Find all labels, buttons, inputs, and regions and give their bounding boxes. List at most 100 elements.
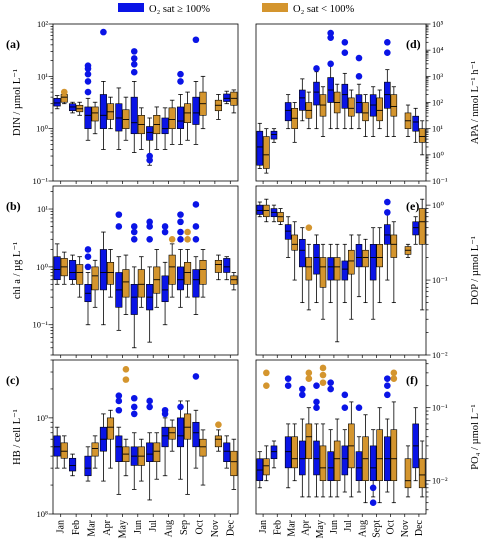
- y-tick-label: 10⁰: [432, 200, 445, 210]
- outlier-point: [390, 375, 398, 382]
- box: [84, 106, 92, 129]
- box: [327, 451, 334, 482]
- x-tick-label-sept: Sept: [371, 520, 382, 538]
- outlier-point: [161, 223, 169, 230]
- outlier-point: [215, 421, 222, 428]
- outlier-point: [284, 375, 292, 382]
- box: [418, 128, 426, 143]
- y-tick-label: 10⁰: [432, 150, 445, 160]
- box: [130, 284, 138, 315]
- outlier-point: [130, 235, 138, 243]
- box: [91, 442, 99, 457]
- box: [91, 266, 99, 291]
- outlier-point: [305, 369, 313, 377]
- box: [130, 96, 138, 135]
- outlier-point: [130, 223, 138, 230]
- plot-frame: [255, 359, 427, 515]
- series-o2-sat-high: [53, 28, 231, 166]
- box: [263, 204, 270, 218]
- panel-b: 10⁻¹ 10⁰ 10¹ (b) chl a / µg L⁻¹: [6, 185, 239, 358]
- y-tick-label: 10⁹: [37, 413, 49, 423]
- box: [263, 458, 270, 476]
- box: [384, 224, 391, 245]
- outlier-point: [305, 375, 313, 382]
- box: [305, 423, 313, 460]
- outlier-point: [60, 88, 68, 96]
- box: [84, 455, 92, 477]
- outlier-point: [341, 404, 349, 411]
- box: [161, 426, 169, 448]
- x-tick-label-jul: Jul: [343, 520, 354, 532]
- box: [176, 266, 185, 291]
- box: [99, 249, 107, 291]
- outlier-point: [130, 394, 138, 402]
- box: [69, 457, 77, 472]
- outlier-point: [177, 235, 184, 243]
- outlier-point: [177, 70, 184, 78]
- box: [348, 249, 355, 275]
- outlier-point: [384, 209, 391, 216]
- box: [369, 244, 377, 281]
- box: [176, 106, 185, 129]
- outlier-point: [192, 36, 200, 44]
- outlier-point: [313, 398, 320, 406]
- box: [199, 259, 207, 285]
- outlier-point: [161, 410, 169, 418]
- y-tick-label: 10¹: [37, 71, 49, 81]
- x-tick-label-dec: Dec: [225, 519, 236, 536]
- y-tick-label: 10⁸: [37, 509, 49, 519]
- box: [355, 244, 363, 268]
- outlier-point: [122, 366, 130, 373]
- outlier-point: [369, 499, 377, 506]
- x-tick-label-jul: Jul: [148, 520, 159, 532]
- box: [291, 234, 298, 251]
- box: [214, 259, 222, 273]
- outlier-point: [177, 403, 184, 411]
- panel-a: 10⁻¹ 10⁰ 10¹ 10² (a) DIN / µmol L⁻¹: [6, 19, 239, 186]
- box: [341, 83, 349, 109]
- box: [299, 238, 306, 268]
- outlier-point: [100, 28, 107, 36]
- box: [390, 429, 398, 482]
- box: [284, 224, 292, 240]
- outlier-point: [84, 62, 92, 69]
- y-tick-label: 10¹: [37, 204, 49, 214]
- y-tick-label: 10⁻¹: [32, 176, 48, 186]
- legend: O₂ sat ≥ 100% O₂ sat < 100%: [118, 3, 354, 15]
- panels: 10⁻¹ 10⁰ 10¹ 10² (a) DIN / µmol L⁻¹ 10⁻¹ 10⁰ 10¹…: [6, 19, 481, 538]
- outlier-point: [130, 228, 138, 236]
- outlier-point: [130, 60, 138, 68]
- outlier-point: [384, 382, 391, 390]
- x-tick-label-aug: Aug: [357, 520, 368, 537]
- outlier-point: [369, 484, 377, 492]
- box: [404, 458, 412, 489]
- box: [53, 256, 61, 281]
- series-o2-sat-high: [256, 29, 419, 169]
- x-tick-label-feb: Feb: [71, 520, 82, 535]
- box: [106, 417, 115, 440]
- series-o2-sat-low: [60, 75, 238, 150]
- outlier-point: [168, 235, 176, 243]
- panel-d: 10⁻¹ 10⁰ 10¹ 10² 10³ 10⁴ 10⁵ (d) APA / nmol L⁻¹ …: [255, 19, 481, 186]
- box: [384, 81, 391, 109]
- panel-letter: (b): [6, 199, 21, 213]
- box: [369, 445, 377, 482]
- outlier-point: [313, 382, 320, 390]
- box: [60, 94, 68, 103]
- x-tick-label-may: May: [117, 520, 128, 538]
- box: [362, 102, 369, 122]
- y-axis-label: DOP / µmol L⁻¹: [470, 236, 481, 305]
- y-axis-label: DIN / µmol L⁻¹: [12, 69, 23, 136]
- outlier-point: [384, 375, 391, 382]
- y-tick-label: 10⁵: [432, 19, 444, 29]
- panel-e: 10⁻² 10⁻¹ 10⁰ (e) DOP / µmol L⁻¹: [255, 185, 481, 360]
- box: [355, 451, 363, 482]
- box: [53, 435, 61, 457]
- y-axis-label: HB / cell L⁻¹: [12, 409, 23, 465]
- box: [91, 106, 99, 122]
- y-tick-label: 10⁻²: [432, 476, 448, 486]
- outlier-point: [130, 68, 138, 76]
- outlier-point: [115, 392, 123, 400]
- box: [313, 440, 320, 476]
- outlier-point: [84, 78, 92, 85]
